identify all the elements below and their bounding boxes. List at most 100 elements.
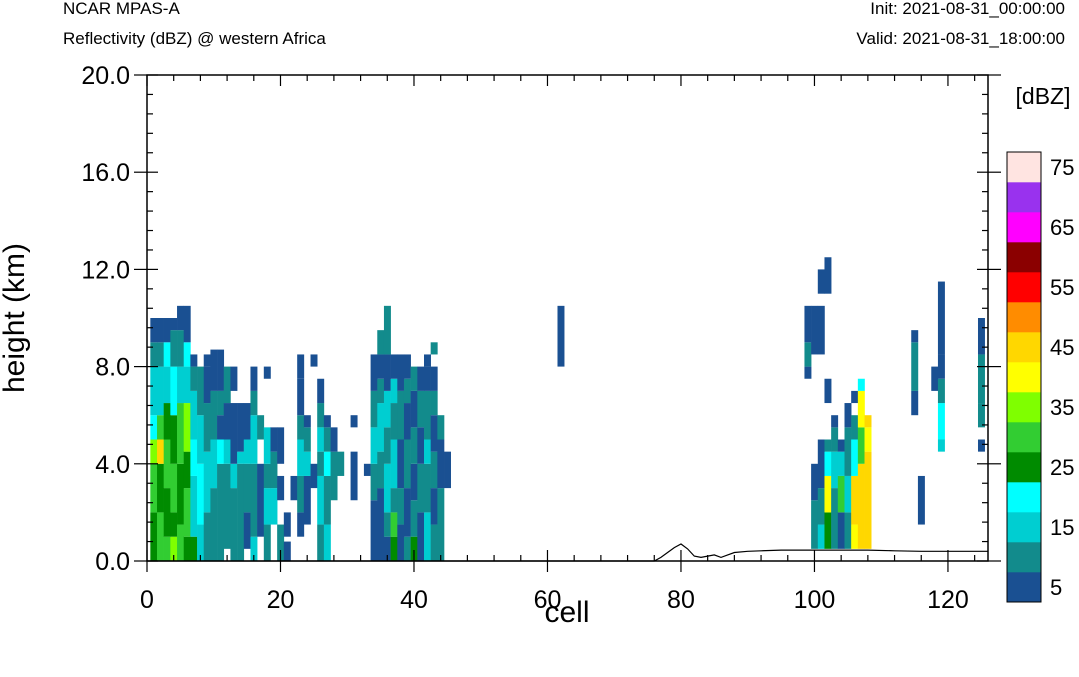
reflectivity-cell [297, 378, 305, 416]
colorbar-label: 35 [1050, 395, 1074, 420]
reflectivity-cell [170, 536, 178, 561]
reflectivity-cell [851, 390, 859, 404]
reflectivity-cell [430, 524, 438, 561]
reflectivity-cell [824, 378, 832, 404]
reflectivity-cell [250, 463, 258, 537]
reflectivity-cell [831, 451, 839, 489]
reflectivity-cell [410, 536, 418, 561]
colorbar-swatch [1007, 302, 1041, 333]
reflectivity-cell [190, 475, 198, 537]
reflectivity-cell [263, 463, 271, 489]
reflectivity-cell [937, 439, 945, 452]
reflectivity-cell [310, 463, 318, 489]
reflectivity-cell [410, 500, 418, 537]
reflectivity-cell [237, 403, 245, 452]
reflectivity-cell [230, 463, 238, 489]
reflectivity-cell [177, 524, 185, 561]
reflectivity-cell [350, 415, 358, 428]
reflectivity-cell [804, 342, 812, 367]
reflectivity-cell [824, 475, 832, 513]
reflectivity-cell [170, 415, 178, 464]
reflectivity-cell [177, 463, 185, 525]
colorbar-swatch [1007, 272, 1041, 303]
colorbar-frame [1006, 151, 1042, 603]
reflectivity-cell [150, 463, 158, 513]
reflectivity-cell [864, 451, 872, 549]
reflectivity-cell [857, 427, 865, 464]
reflectivity-cell [350, 451, 358, 501]
reflectivity-cell [370, 354, 378, 391]
reflectivity-cell [864, 415, 872, 428]
reflectivity-cell [223, 439, 231, 464]
reflectivity-cell [831, 415, 839, 428]
reflectivity-cell [250, 366, 258, 391]
reflectivity-cell [203, 512, 211, 561]
reflectivity-cell [250, 536, 258, 561]
reflectivity-cell [430, 366, 438, 391]
reflectivity-cell [150, 342, 158, 367]
reflectivity-cell [397, 524, 405, 561]
colorbar-swatch [1007, 482, 1041, 513]
reflectivity-cell [403, 536, 411, 561]
reflectivity-cell [410, 390, 418, 428]
reflectivity-cell [430, 488, 438, 525]
reflectivity-cell [397, 354, 405, 391]
reflectivity-cell [270, 451, 278, 489]
x-tick-label: 40 [400, 586, 428, 614]
reflectivity-cell [817, 439, 825, 489]
reflectivity-cell [337, 451, 345, 476]
colorbar-swatch [1007, 452, 1041, 483]
x-axis: 0 20 40 60 80 100 120 [140, 75, 976, 614]
x-tick-label: 120 [927, 586, 969, 614]
reflectivity-cell [217, 439, 225, 464]
reflectivity-cell [977, 403, 985, 428]
reflectivity-cell [283, 541, 291, 561]
reflectivity-cell [177, 305, 185, 331]
reflectivity-cell [303, 427, 311, 452]
reflectivity-cell [183, 305, 191, 343]
reflectivity-cell [410, 463, 418, 501]
reflectivity-cell [210, 390, 218, 440]
reflectivity-cell [183, 536, 191, 561]
reflectivity-cell [837, 439, 845, 452]
reflectivity-cell [383, 512, 391, 537]
reflectivity-cell [403, 488, 411, 537]
reflectivity-cell [430, 415, 438, 452]
reflectivity-cell [403, 354, 411, 379]
reflectivity-cell [210, 439, 218, 489]
reflectivity-cell [230, 488, 238, 561]
reflectivity-cell [297, 439, 305, 476]
reflectivity-cell [383, 463, 391, 513]
reflectivity-cell [163, 488, 171, 537]
reflectivity-cell [424, 366, 431, 391]
reflectivity-cell [410, 366, 418, 391]
reflectivity-cell [323, 415, 331, 428]
colorbar-swatch [1007, 422, 1041, 453]
colorbar-label: 65 [1050, 215, 1074, 240]
x-tick-label: 80 [667, 586, 695, 614]
reflectivity-cell [223, 403, 231, 440]
y-tick-label: 4.0 [95, 451, 130, 479]
colorbar-label: 55 [1050, 275, 1074, 300]
reflectivity-cell [237, 451, 245, 464]
reflectivity-cell [370, 427, 378, 464]
reflectivity-cell [323, 475, 331, 525]
reflectivity-cell [297, 512, 305, 537]
colorbar-swatch [1007, 332, 1041, 363]
reflectivity-cell [157, 439, 164, 464]
reflectivity-cell [330, 427, 338, 452]
reflectivity-cell [197, 463, 205, 525]
reflectivity-cell [844, 427, 852, 476]
reflectivity-cell [837, 512, 845, 549]
reflectivity-cell [277, 524, 285, 561]
reflectivity-cell [157, 366, 164, 416]
reflectivity-cell [183, 403, 191, 452]
reflectivity-cell [243, 403, 251, 440]
reflectivity-cell [824, 257, 832, 294]
reflectivity-cell [150, 415, 158, 440]
reflectivity-cell [377, 403, 385, 452]
reflectivity-cell [831, 427, 839, 452]
reflectivity-cell [811, 500, 819, 549]
colorbar-swatch [1007, 212, 1041, 243]
reflectivity-cell [163, 403, 171, 440]
